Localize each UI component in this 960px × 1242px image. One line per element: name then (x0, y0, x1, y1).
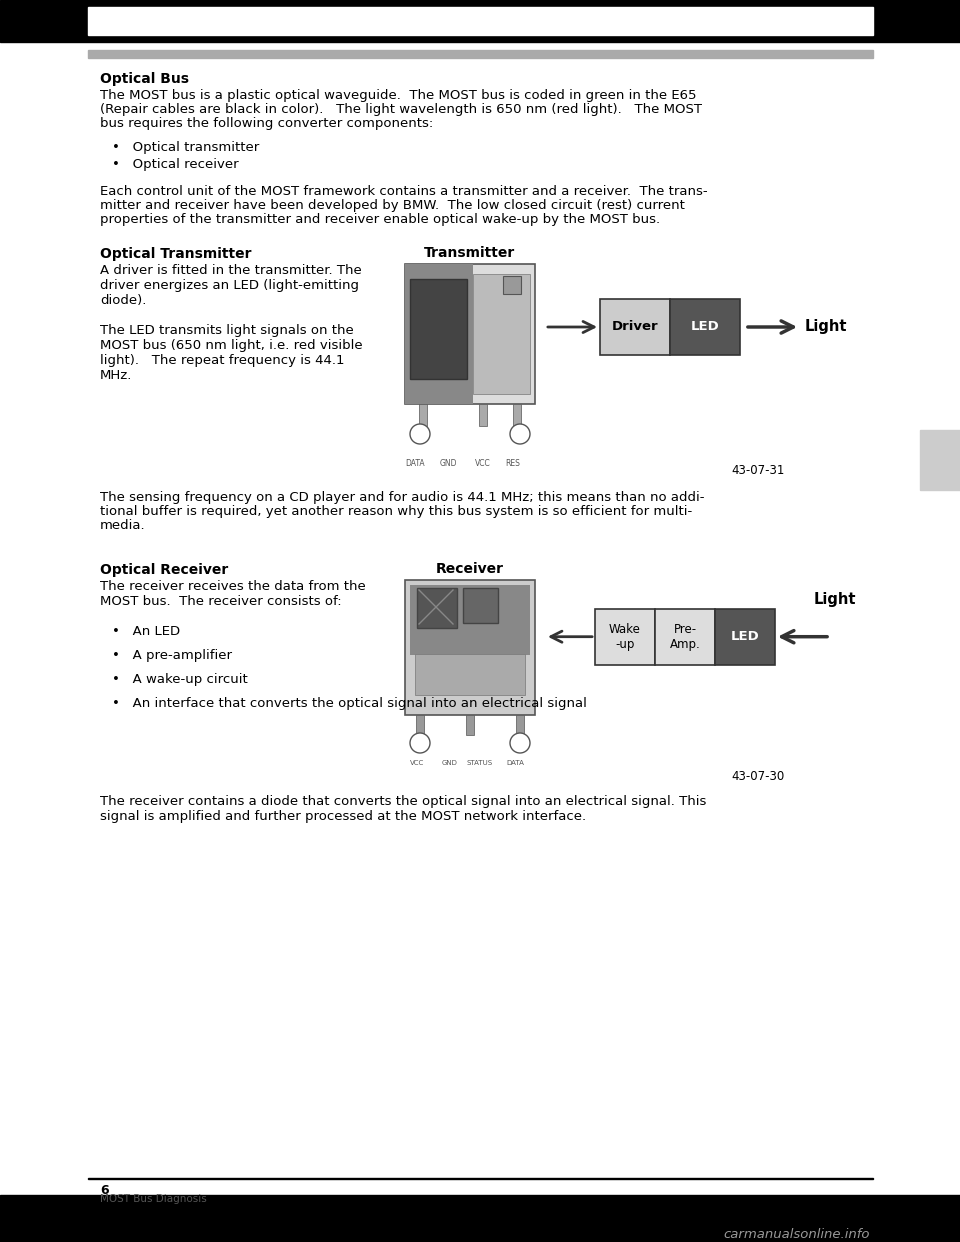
Text: GND: GND (440, 460, 457, 468)
Text: A driver is fitted in the transmitter. The: A driver is fitted in the transmitter. T… (100, 265, 362, 277)
Text: Driver: Driver (612, 320, 659, 334)
Bar (600, 299, 670, 355)
Bar (88, 50, 873, 58)
Text: Light: Light (805, 319, 848, 334)
Bar (88, 7, 873, 35)
Text: Pre-
Amp.: Pre- Amp. (670, 622, 701, 651)
Text: The LED transmits light signals on the: The LED transmits light signals on the (100, 324, 353, 337)
Text: •   An interface that converts the optical signal into an electrical signal: • An interface that converts the optical… (112, 697, 587, 710)
Bar (655, 609, 715, 664)
Text: light).   The repeat frequency is 44.1: light). The repeat frequency is 44.1 (100, 354, 345, 366)
Text: The MOST bus is a plastic optical waveguide.  The MOST bus is coded in green in : The MOST bus is a plastic optical wavegu… (100, 89, 697, 102)
Circle shape (410, 733, 430, 753)
Text: Wake
-up: Wake -up (609, 622, 641, 651)
Text: Optical Transmitter: Optical Transmitter (100, 247, 252, 261)
Text: tional buffer is required, yet another reason why this bus system is so efficien: tional buffer is required, yet another r… (100, 505, 692, 518)
Text: MOST bus.  The receiver consists of:: MOST bus. The receiver consists of: (100, 595, 342, 609)
Text: signal is amplified and further processed at the MOST network interface.: signal is amplified and further processe… (100, 810, 587, 823)
Text: •   A pre-amplifier: • A pre-amplifier (112, 650, 232, 662)
Bar (410, 585, 530, 656)
Text: STATUS: STATUS (467, 760, 493, 766)
Text: Optical Bus: Optical Bus (100, 72, 189, 86)
Bar (410, 279, 468, 379)
Text: GND: GND (442, 760, 458, 766)
Bar (416, 715, 424, 735)
Circle shape (510, 733, 530, 753)
Text: VCC: VCC (410, 760, 424, 766)
Text: 6: 6 (100, 1184, 108, 1197)
Bar (405, 580, 535, 715)
Bar (513, 404, 521, 426)
Text: The receiver contains a diode that converts the optical signal into an electrica: The receiver contains a diode that conve… (100, 795, 707, 809)
Bar (405, 265, 472, 404)
Text: The sensing frequency on a CD player and for audio is 44.1 MHz; this means than : The sensing frequency on a CD player and… (100, 491, 705, 504)
Text: properties of the transmitter and receiver enable optical wake-up by the MOST bu: properties of the transmitter and receiv… (100, 212, 660, 226)
Bar (0, 1195, 960, 1242)
Text: DATA: DATA (506, 760, 524, 766)
Bar (670, 299, 740, 355)
Bar (479, 404, 487, 426)
Text: MOST Bus Diagnosis: MOST Bus Diagnosis (100, 1194, 206, 1203)
Text: •   Optical receiver: • Optical receiver (112, 158, 239, 171)
Text: Light: Light (814, 591, 856, 606)
Bar (417, 587, 457, 628)
Bar (516, 715, 524, 735)
Text: MOST bus (650 nm light, i.e. red visible: MOST bus (650 nm light, i.e. red visible (100, 339, 363, 351)
Bar (595, 609, 655, 664)
Text: LED: LED (690, 320, 719, 334)
Bar (715, 609, 775, 664)
Bar (415, 655, 525, 694)
Text: LED: LED (731, 630, 759, 643)
Text: Each control unit of the MOST framework contains a transmitter and a receiver.  : Each control unit of the MOST framework … (100, 185, 708, 197)
Text: •   Optical transmitter: • Optical transmitter (112, 142, 259, 154)
Text: VCC: VCC (475, 460, 491, 468)
Text: (Repair cables are black in color).   The light wavelength is 650 nm (red light): (Repair cables are black in color). The … (100, 103, 702, 116)
Text: media.: media. (100, 519, 146, 532)
Text: The receiver receives the data from the: The receiver receives the data from the (100, 580, 366, 592)
Text: RES: RES (506, 460, 520, 468)
Text: DATA: DATA (405, 460, 425, 468)
Bar (419, 404, 427, 426)
Circle shape (510, 424, 530, 443)
Text: driver energizes an LED (light-emitting: driver energizes an LED (light-emitting (100, 279, 359, 292)
Bar (920, 430, 960, 491)
Text: Receiver: Receiver (436, 561, 504, 576)
Bar (466, 715, 474, 735)
Bar (405, 265, 535, 404)
Text: Optical Receiver: Optical Receiver (100, 563, 228, 578)
Text: MHz.: MHz. (100, 369, 132, 383)
Circle shape (410, 424, 430, 443)
Text: carmanualsonline.info: carmanualsonline.info (724, 1228, 870, 1241)
Bar (502, 276, 520, 294)
Text: mitter and receiver have been developed by BMW.  The low closed circuit (rest) c: mitter and receiver have been developed … (100, 199, 684, 212)
Text: 43-07-31: 43-07-31 (732, 465, 785, 477)
Bar (0, 0, 960, 42)
Bar (472, 274, 530, 394)
Bar (463, 587, 498, 623)
Text: diode).: diode). (100, 294, 146, 307)
Text: Transmitter: Transmitter (424, 246, 516, 260)
Text: bus requires the following converter components:: bus requires the following converter com… (100, 117, 433, 130)
Text: 43-07-30: 43-07-30 (732, 770, 785, 782)
Text: •   An LED: • An LED (112, 625, 180, 638)
Text: •   A wake-up circuit: • A wake-up circuit (112, 673, 248, 686)
